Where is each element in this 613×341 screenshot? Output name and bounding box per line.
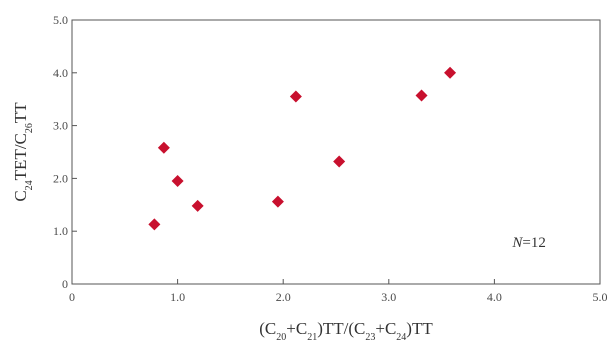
data-point (333, 155, 346, 168)
y-tick-label: 2.0 (53, 171, 68, 185)
data-point (289, 90, 302, 103)
x-axis-title: (C20+C21)TT/(C23+C24)TT (259, 319, 433, 341)
sample-count-annotation: N=12 (511, 235, 545, 251)
x-tick-label: 1.0 (170, 290, 185, 304)
y-tick-label: 0 (62, 277, 68, 291)
data-point (444, 66, 457, 79)
plot-frame (71, 19, 601, 285)
x-tick-label: 0 (69, 290, 75, 304)
y-axis-ticks: 0 1.0 2.0 3.0 4.0 5.0 (53, 13, 77, 291)
x-axis-ticks: 0 1.0 2.0 3.0 4.0 5.0 (69, 279, 608, 304)
x-tick-label: 3.0 (381, 290, 396, 304)
y-tick-label: 1.0 (53, 224, 68, 238)
x-tick-label: 2.0 (276, 290, 291, 304)
y-tick-label: 5.0 (53, 13, 68, 27)
x-tick-label: 5.0 (593, 290, 608, 304)
data-point (171, 175, 184, 188)
data-points (148, 66, 457, 231)
data-point (415, 89, 428, 102)
data-point (271, 195, 284, 208)
x-tick-label: 4.0 (487, 290, 502, 304)
data-point (191, 199, 204, 212)
y-tick-label: 3.0 (53, 119, 68, 133)
y-axis-title: C24TET/C26TT (11, 102, 35, 202)
y-tick-label: 4.0 (53, 66, 68, 80)
data-point (157, 141, 170, 154)
data-point (148, 218, 161, 231)
